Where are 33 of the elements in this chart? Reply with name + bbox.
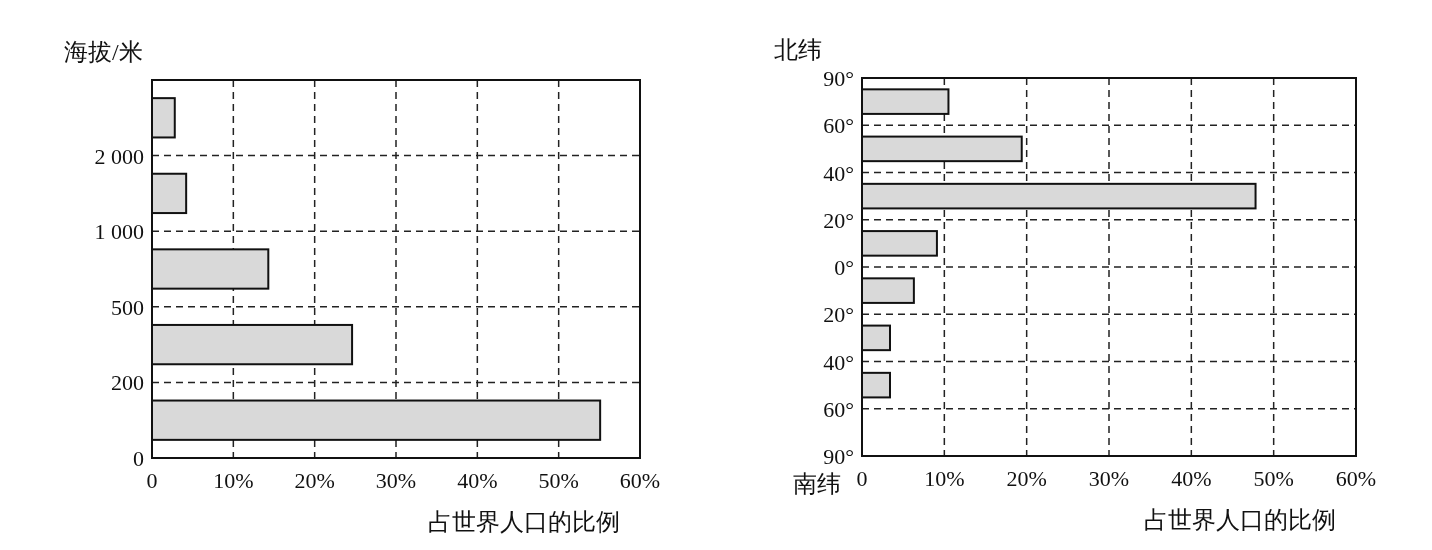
x-tick-label: 40% (457, 468, 498, 493)
text: 0° (834, 255, 854, 280)
y-axis-title: 北纬 (774, 37, 822, 63)
x-tick-label: 40% (1171, 466, 1212, 491)
text: 40° (823, 160, 854, 186)
x-tick-label: 30% (375, 468, 417, 493)
y-axis-title: 海拔/米 (64, 39, 143, 65)
x-tick-label: 60% (1335, 466, 1377, 491)
x-tick-label: 0 (146, 468, 158, 493)
x-tick-label: 20% (1006, 466, 1047, 491)
x-tick-label: 50% (538, 468, 579, 493)
text: 90° (823, 444, 854, 469)
text: 20° (823, 302, 854, 328)
text: 60° (823, 396, 854, 422)
x-tick-label: 0 (856, 466, 868, 491)
x-tick-label: 60% (619, 468, 661, 493)
x-axis-title: 占世界人口的比例 (1144, 507, 1336, 533)
text: 200 (111, 370, 144, 396)
x-tick-label: 50% (1253, 466, 1294, 491)
text: 1 000 (94, 219, 144, 245)
text: 60° (823, 113, 854, 139)
text: 20° (823, 207, 854, 233)
text: 2 000 (94, 143, 144, 169)
x-tick-label: 10% (924, 466, 965, 491)
text: 0 (133, 446, 144, 471)
text: 南纬 (793, 471, 841, 497)
x-tick-label: 30% (1088, 466, 1130, 491)
text: 40° (823, 349, 854, 375)
x-tick-label: 10% (213, 468, 254, 493)
text: 500 (111, 294, 144, 320)
text: 90° (823, 66, 854, 91)
x-tick-label: 20% (294, 468, 335, 493)
x-axis-title: 占世界人口的比例 (428, 509, 620, 535)
